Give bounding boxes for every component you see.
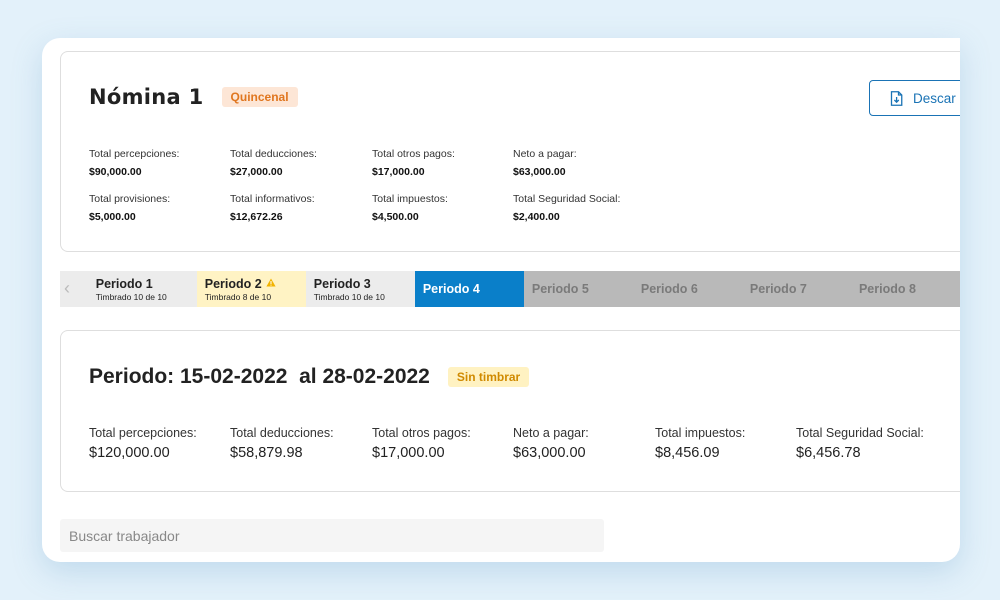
chevron-left-icon[interactable]: ‹ (60, 271, 78, 307)
stat-label: Total impuestos: (372, 193, 448, 205)
stat-value: $120,000.00 (89, 445, 170, 461)
tab-periodo-1[interactable]: Periodo 1 Timbrado 10 de 10 (77, 271, 197, 307)
stat-value: $4,500.00 (372, 211, 419, 223)
stat-total-seguridad-social: Total Seguridad Social: $2,400.00 (513, 193, 653, 223)
stat-value: $90,000.00 (89, 166, 142, 178)
status-badge: Sin timbrar (447, 367, 530, 387)
tab-sublabel: Timbrado 8 de 10 (204, 292, 272, 302)
tab-label: Periodo 3 (313, 277, 371, 291)
tab-label: Periodo 7 (749, 282, 807, 296)
stat-label: Total deducciones: (230, 426, 334, 440)
stat-value: $6,456.78 (796, 445, 861, 461)
tab-periodo-6[interactable]: Periodo 6 (632, 271, 742, 307)
stat-total-percepciones: Total percepciones: $120,000.00 (89, 426, 239, 461)
stat-value: $63,000.00 (513, 166, 566, 178)
stat-total-otros-pagos: Total otros pagos: $17,000.00 (372, 148, 512, 178)
tab-periodo-8[interactable]: Periodo 8 (850, 271, 960, 307)
tab-label: Periodo 4 (422, 282, 480, 296)
period-tabs: ‹ Periodo 1 Timbrado 10 de 10 Periodo 2 … (60, 271, 960, 307)
search-worker-input[interactable] (60, 519, 604, 552)
tab-label: Periodo 2 (204, 277, 262, 291)
download-button[interactable]: Descar (869, 80, 960, 116)
stat-total-deducciones: Total deducciones: $58,879.98 (230, 426, 380, 461)
stat-value: $27,000.00 (230, 166, 283, 178)
stat-label: Total otros pagos: (372, 426, 471, 440)
tab-periodo-7[interactable]: Periodo 7 (741, 271, 851, 307)
tab-label: Periodo 6 (640, 282, 698, 296)
tab-label: Periodo 8 (858, 282, 916, 296)
stat-label: Total Seguridad Social: (513, 193, 621, 205)
stat-label: Neto a pagar: (513, 426, 589, 440)
payroll-title: Nómina 1 (89, 85, 204, 109)
stat-total-percepciones: Total percepciones: $90,000.00 (89, 148, 229, 178)
stat-total-impuestos: Total impuestos: $4,500.00 (372, 193, 512, 223)
stat-label: Total otros pagos: (372, 148, 455, 160)
stat-label: Total informativos: (230, 193, 315, 205)
payroll-header: Nómina 1 Quincenal (89, 85, 298, 109)
warning-triangle-icon (266, 278, 276, 287)
stat-value: $17,000.00 (372, 445, 445, 461)
stat-value: $17,000.00 (372, 166, 425, 178)
stat-neto-a-pagar: Neto a pagar: $63,000.00 (513, 426, 663, 461)
stat-total-provisiones: Total provisiones: $5,000.00 (89, 193, 229, 223)
tab-periodo-5[interactable]: Periodo 5 (523, 271, 633, 307)
period-summary-card: Periodo: 15-02-2022 al 28-02-2022 Sin ti… (60, 330, 960, 492)
stat-value: $2,400.00 (513, 211, 560, 223)
tab-label-row: Periodo 2 (205, 277, 306, 291)
period-header: Periodo: 15-02-2022 al 28-02-2022 Sin ti… (89, 365, 530, 389)
stat-value: $63,000.00 (513, 445, 586, 461)
stat-value: $5,000.00 (89, 211, 136, 223)
tab-label: Periodo 5 (531, 282, 589, 296)
stat-neto-a-pagar: Neto a pagar: $63,000.00 (513, 148, 653, 178)
tab-sublabel: Timbrado 10 de 10 (313, 292, 385, 302)
stat-label: Total impuestos: (655, 426, 746, 440)
period-title: Periodo: 15-02-2022 al 28-02-2022 (89, 365, 430, 388)
stat-label: Total Seguridad Social: (796, 426, 924, 440)
stat-total-seguridad-social: Total Seguridad Social: $6,456.78 (796, 426, 946, 461)
stat-total-informativos: Total informativos: $12,672.26 (230, 193, 370, 223)
payroll-summary-card: Nómina 1 Quincenal Descar Total percepci… (60, 51, 960, 252)
stat-value: $8,456.09 (655, 445, 720, 461)
stat-total-deducciones: Total deducciones: $27,000.00 (230, 148, 370, 178)
stat-value: $58,879.98 (230, 445, 303, 461)
stat-label: Total provisiones: (89, 193, 171, 205)
app-window: Nómina 1 Quincenal Descar Total percepci… (42, 38, 960, 562)
download-button-label: Descar (913, 90, 956, 106)
tab-periodo-3[interactable]: Periodo 3 Timbrado 10 de 10 (305, 271, 415, 307)
frequency-badge: Quincenal (221, 87, 298, 107)
stat-label: Total percepciones: (89, 426, 197, 440)
stat-total-otros-pagos: Total otros pagos: $17,000.00 (372, 426, 522, 461)
tab-periodo-2[interactable]: Periodo 2 Timbrado 8 de 10 (196, 271, 306, 307)
tab-sublabel: Timbrado 10 de 10 (95, 292, 167, 302)
tab-label: Periodo 1 (95, 277, 153, 291)
stat-value: $12,672.26 (230, 211, 283, 223)
file-download-icon (890, 90, 903, 106)
stat-label: Neto a pagar: (513, 148, 577, 160)
stat-total-impuestos: Total impuestos: $8,456.09 (655, 426, 805, 461)
stat-label: Total deducciones: (230, 148, 317, 160)
stat-label: Total percepciones: (89, 148, 180, 160)
tab-periodo-4[interactable]: Periodo 4 (414, 271, 524, 307)
